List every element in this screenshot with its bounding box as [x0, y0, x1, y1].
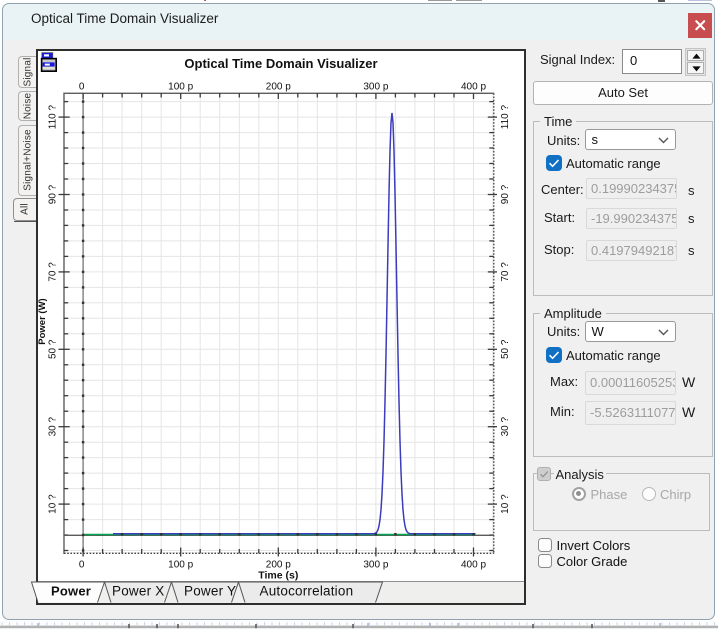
svg-text:200 p: 200 p [266, 82, 291, 93]
svg-text:100 p: 100 p [168, 82, 193, 93]
svg-text:30 ?: 30 ? [500, 417, 511, 437]
svg-text:200 p: 200 p [266, 560, 291, 571]
svg-text:30 ?: 30 ? [48, 417, 59, 437]
svg-text:300 p: 300 p [363, 560, 388, 571]
svg-text:110 ?: 110 ? [48, 105, 59, 130]
svg-text:70 ?: 70 ? [500, 262, 511, 282]
svg-text:10 ?: 10 ? [500, 494, 511, 514]
svg-text:50 ?: 50 ? [48, 339, 59, 359]
svg-text:10 ?: 10 ? [48, 494, 59, 514]
svg-text:90 ?: 90 ? [48, 184, 59, 204]
svg-text:100 p: 100 p [168, 560, 193, 571]
svg-text:400 p: 400 p [461, 560, 486, 571]
svg-text:0: 0 [79, 560, 85, 571]
svg-text:300 p: 300 p [363, 82, 388, 93]
svg-text:Power: Power [51, 584, 91, 599]
svg-text:0: 0 [79, 82, 85, 93]
svg-text:Power X: Power X [112, 584, 164, 599]
svg-text:90 ?: 90 ? [500, 184, 511, 204]
svg-text:Power (W): Power (W) [37, 298, 48, 344]
svg-text:Time (s): Time (s) [258, 570, 298, 582]
svg-text:Autocorrelation: Autocorrelation [260, 584, 354, 599]
svg-text:50 ?: 50 ? [500, 339, 511, 359]
svg-text:400 p: 400 p [461, 82, 486, 93]
svg-text:Power Y: Power Y [184, 584, 236, 599]
svg-text:110 ?: 110 ? [500, 105, 511, 130]
svg-text:70 ?: 70 ? [48, 262, 59, 282]
